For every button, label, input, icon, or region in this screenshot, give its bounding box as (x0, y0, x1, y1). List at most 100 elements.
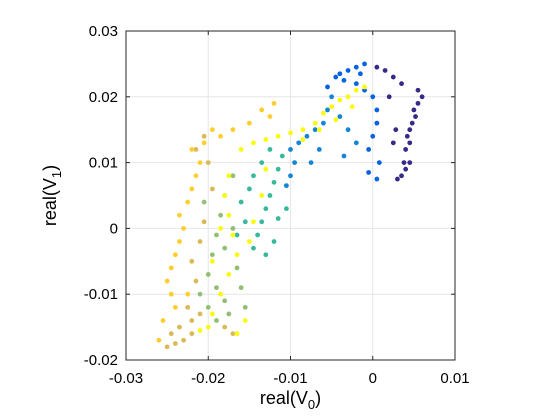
data-point (218, 133, 223, 139)
data-point (214, 285, 219, 291)
data-point (242, 318, 248, 323)
data-point (321, 120, 326, 126)
data-point (218, 291, 223, 297)
data-point (197, 239, 203, 244)
data-point (177, 239, 182, 244)
data-point (267, 114, 273, 119)
data-point (382, 68, 388, 73)
x-tick-label: -0.02 (191, 370, 225, 387)
data-point (238, 285, 244, 291)
data-point (349, 104, 355, 110)
data-point (404, 133, 410, 139)
data-point (259, 219, 265, 225)
data-point (222, 193, 228, 198)
data-point (230, 127, 236, 133)
data-point (189, 186, 195, 192)
data-point (259, 193, 265, 198)
data-point (205, 304, 211, 310)
data-point (209, 258, 215, 264)
data-point (197, 160, 203, 166)
x-tick-label: -0.01 (273, 370, 307, 387)
data-point (308, 160, 314, 166)
data-point (362, 87, 367, 93)
x-tick-labels: -0.03 -0.02 -0.01 0 0.01 (109, 370, 470, 387)
data-point (321, 110, 326, 116)
data-point (353, 87, 359, 93)
data-point (168, 331, 174, 337)
data-point (230, 173, 236, 179)
data-point (275, 133, 281, 139)
data-point (376, 160, 382, 166)
data-point (358, 71, 363, 77)
data-point (374, 120, 380, 126)
data-point (353, 140, 359, 146)
data-point (409, 120, 415, 126)
data-point (413, 114, 418, 119)
data-point (177, 212, 182, 218)
data-point (407, 140, 413, 146)
data-point (271, 179, 277, 185)
data-point (386, 94, 392, 100)
data-point (160, 318, 166, 323)
data-point (234, 331, 240, 337)
data-point (283, 183, 289, 189)
data-point (393, 127, 399, 133)
data-point (168, 291, 174, 297)
data-point (263, 137, 269, 142)
data-point (189, 331, 195, 337)
data-point (197, 327, 203, 333)
data-point (164, 278, 170, 284)
data-point (234, 252, 240, 258)
data-point (333, 117, 339, 123)
data-point (403, 166, 409, 172)
data-point (251, 173, 256, 179)
data-point (312, 127, 318, 133)
data-point (419, 94, 425, 100)
data-point (337, 97, 343, 103)
data-point (201, 199, 207, 205)
data-point (209, 186, 215, 192)
data-point (214, 318, 219, 323)
data-point (255, 232, 260, 238)
data-point (271, 239, 277, 244)
data-point (341, 77, 347, 83)
data-point (390, 140, 396, 146)
data-point (238, 147, 244, 152)
data-point (189, 147, 195, 152)
axis-ticks (125, 30, 456, 361)
data-point (201, 133, 207, 139)
data-point (263, 166, 269, 172)
y-axis-label-subscript: 1 (49, 171, 64, 178)
data-point (374, 176, 380, 182)
data-point (399, 173, 404, 179)
data-point (370, 133, 376, 139)
data-point (172, 252, 178, 258)
data-point (177, 324, 182, 330)
data-point (181, 337, 186, 343)
y-tick-label: 0.01 (89, 155, 118, 172)
data-point (259, 160, 265, 166)
x-tick-label: 0.01 (440, 370, 469, 387)
data-point (411, 107, 417, 113)
y-axis-label-close: ) (40, 165, 60, 171)
data-point (222, 298, 228, 304)
data-point (275, 216, 281, 221)
data-point (288, 173, 293, 179)
data-point (288, 130, 293, 136)
data-point (345, 94, 351, 100)
data-point (226, 272, 232, 277)
data-point (345, 68, 351, 73)
data-point (296, 140, 302, 146)
data-point (209, 127, 215, 133)
data-point (230, 232, 236, 238)
data-point (226, 212, 232, 218)
data-point (263, 206, 269, 212)
data-point (362, 84, 367, 90)
data-point (205, 272, 211, 277)
data-point (337, 114, 343, 119)
x-tick-label: -0.03 (109, 370, 143, 387)
data-point (329, 104, 335, 110)
data-point (172, 341, 178, 346)
data-point (246, 120, 252, 126)
